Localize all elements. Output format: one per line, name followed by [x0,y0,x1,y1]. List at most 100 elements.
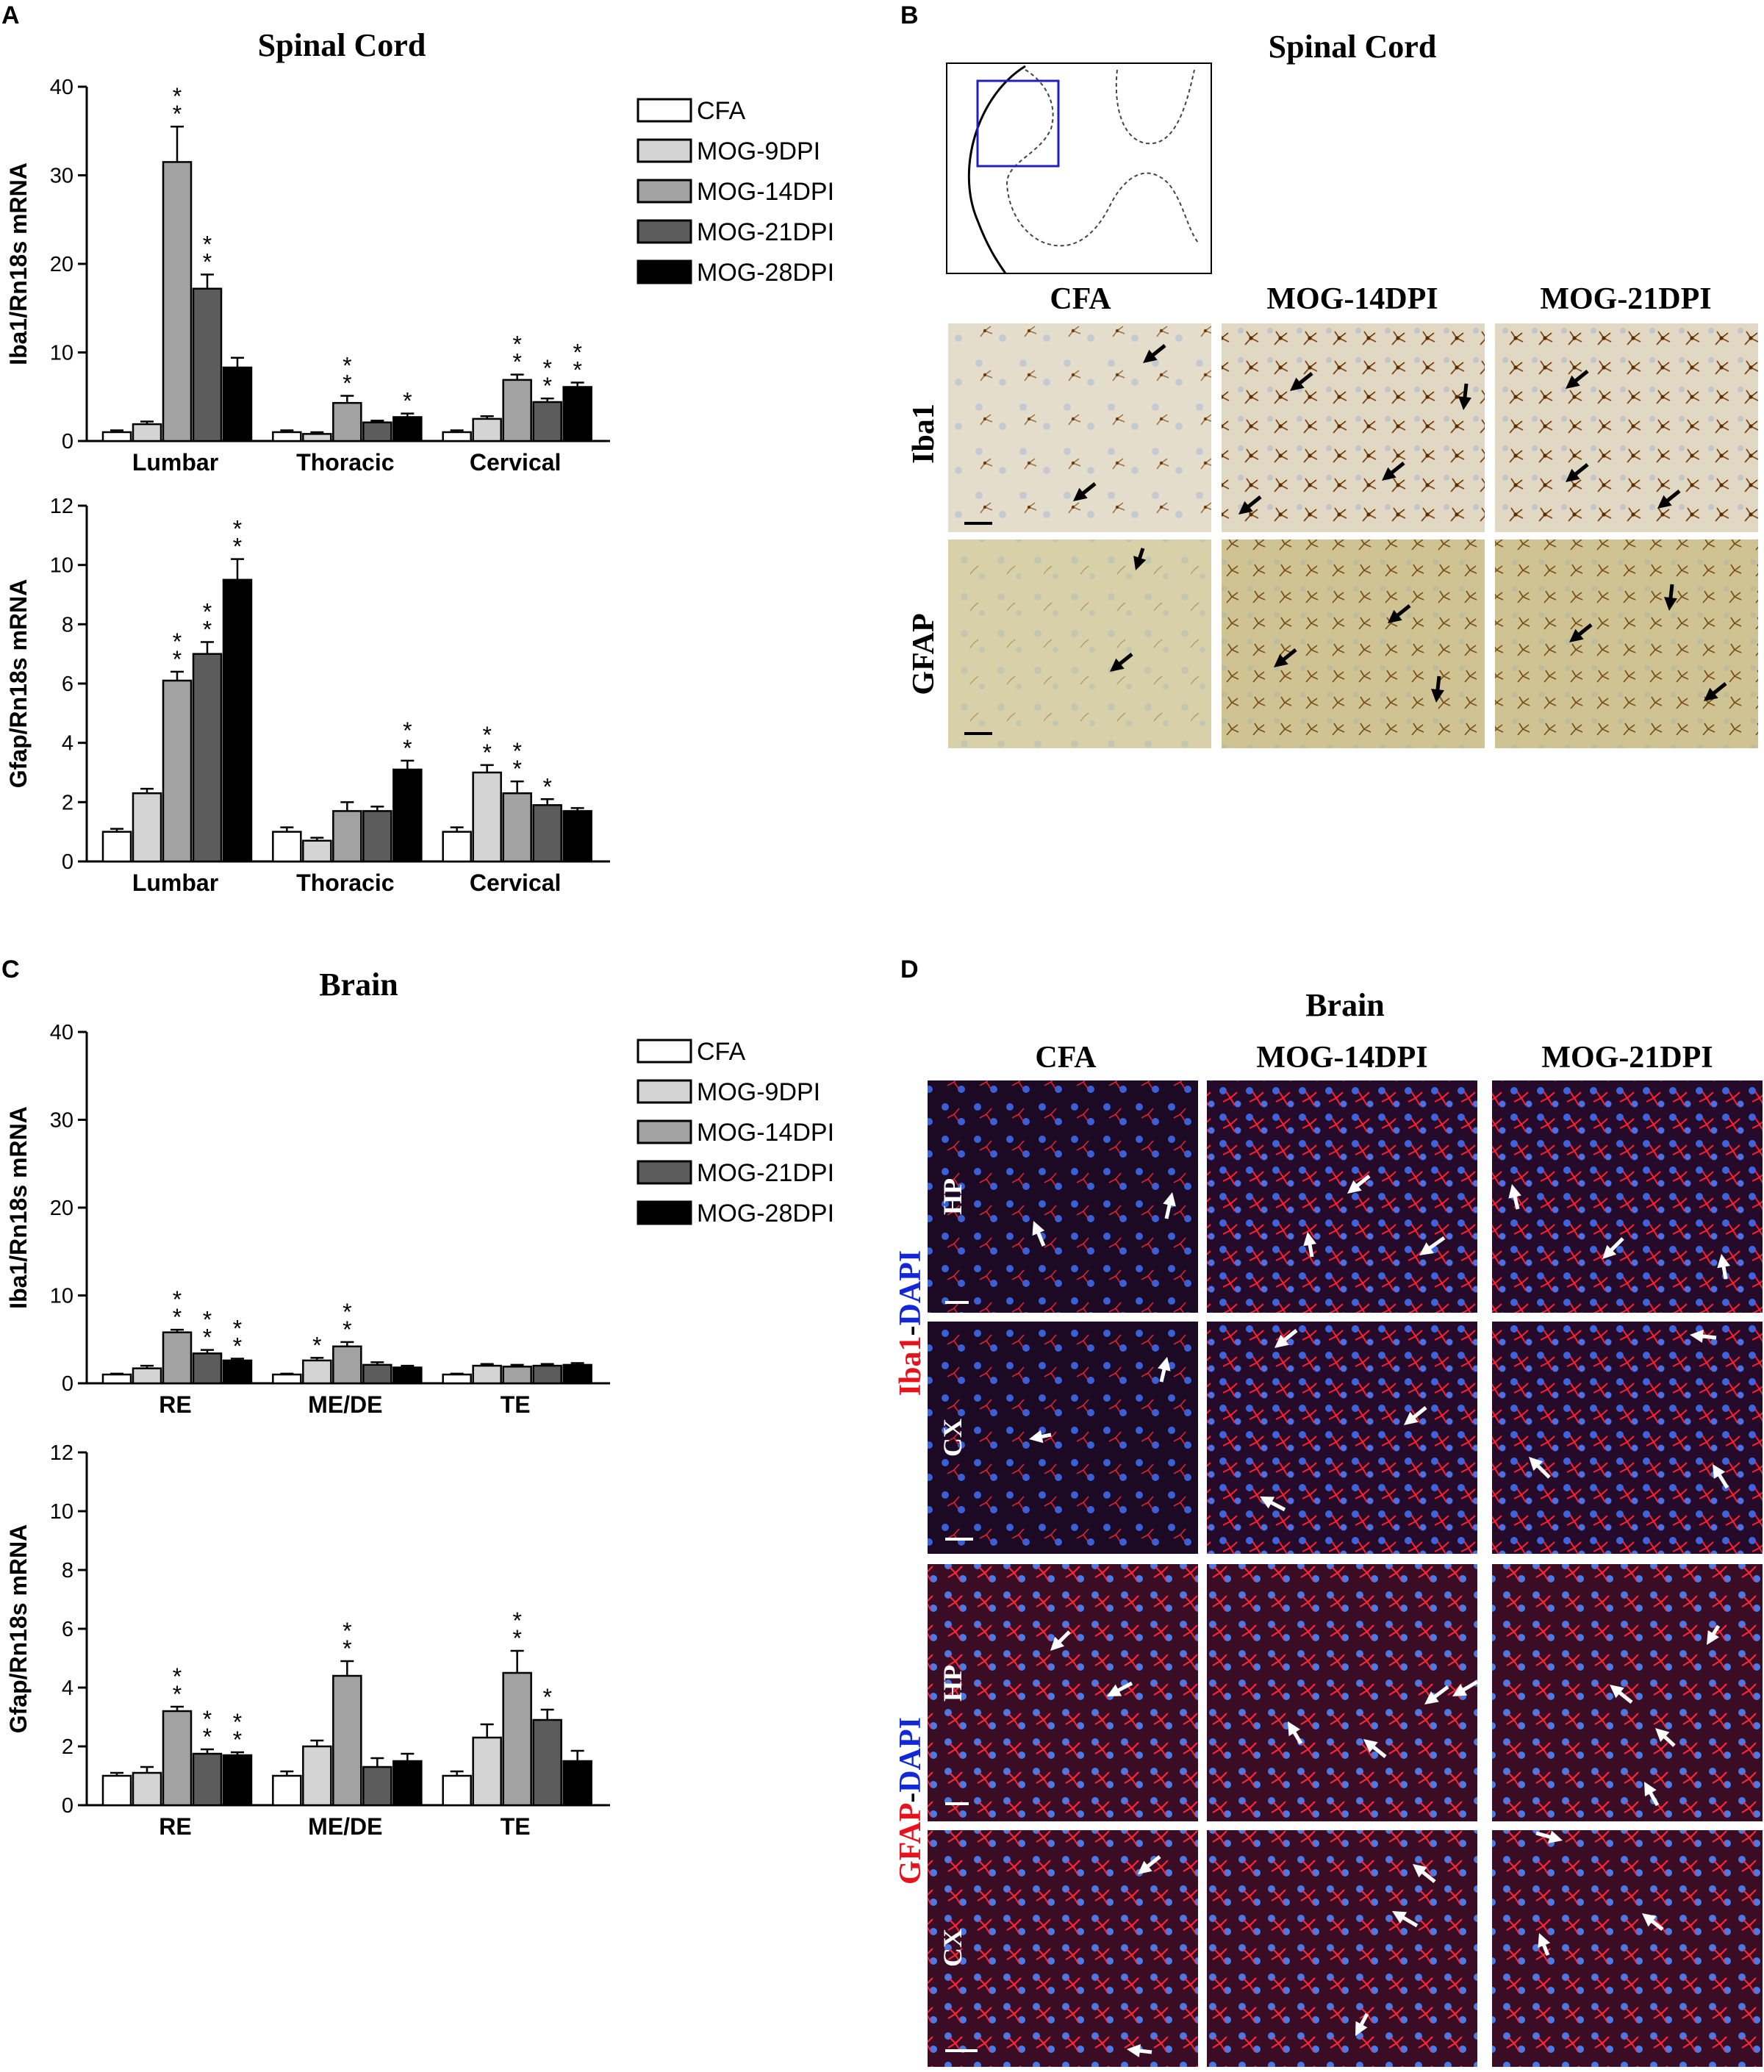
ihc-iba1-mog21-image [1495,323,1758,532]
y-tick-label: 0 [62,1372,74,1396]
legend-swatch [637,1039,692,1064]
significance-mark: * [173,83,182,110]
arrowhead [1158,1357,1171,1372]
x-tick-label: Lumbar [132,870,218,896]
if-iba1-hp-cfa-image [928,1080,1198,1313]
legend-swatch [637,1079,692,1104]
if-col-label-mog21: MOG-21DPI [1541,1041,1713,1075]
ihc-arrows [1073,344,1727,703]
bar [532,401,562,442]
bar [272,831,302,863]
bar [472,1364,502,1385]
arrowhead [1717,1254,1730,1269]
legend-swatch [637,1160,692,1185]
arrowhead [1707,1630,1720,1645]
bar [132,1771,162,1807]
if-image-grid [928,1080,1763,2067]
significance-mark: * [173,1286,182,1313]
y-tick-label: 4 [62,1677,74,1700]
x-tick-label: ME/DE [308,1813,382,1840]
significance-mark: * [173,646,182,673]
arrowhead [1538,1933,1551,1949]
arrowhead [1431,689,1444,703]
if-region-label-cx: CX [938,1419,967,1457]
bar [272,431,302,442]
y-tick-label: 40 [50,76,74,99]
ihc-gfap-mog14-image [1222,539,1485,748]
if-gfap-cx-mog21-image [1492,1830,1763,2067]
bar [442,431,472,442]
arrowhead [1644,1782,1657,1797]
legend-label: MOG-28DPI [697,1200,834,1227]
arrowhead [1288,1721,1300,1737]
bar [332,810,362,863]
y-tick-label: 10 [50,1500,74,1524]
arrowhead [1260,1496,1275,1509]
arrowhead [1655,1728,1670,1742]
y-tick-label: 2 [62,791,74,814]
ihc-iba1-mog14-image [1222,323,1485,532]
arrowhead [1073,487,1088,501]
panel-d-title: Brain [1305,987,1385,1023]
panel-letter-a: A [1,1,20,29]
bar [532,804,562,863]
ihc-col-label-cfa: CFA [1050,282,1111,316]
significance-mark: * [343,1618,351,1644]
arrowhead [1274,653,1288,667]
y-tick-label: 2 [62,1735,74,1759]
bar [222,578,253,863]
bar [132,792,162,863]
legend-label: MOG-14DPI [697,178,834,206]
ihc-gfap-cfa-image [948,539,1211,748]
arrowhead [1690,1330,1704,1343]
bar [392,1760,423,1807]
if-iba1-cx-mog14-image [1207,1322,1477,1554]
bar [392,768,423,863]
significance-mark: * [173,1681,182,1707]
y-tick-label: 10 [50,554,74,578]
bar [502,379,532,442]
if-region-label-hp: HP [938,1665,967,1702]
arrowhead [1713,1464,1726,1480]
ihc-row-label-gfap: GFAP [907,613,941,695]
legend-swatch [637,98,692,123]
bar [332,401,362,442]
significance-mark: * [343,353,351,379]
y-tick-label: 20 [50,253,74,276]
arrowhead [1050,1636,1065,1651]
significance-mark: * [343,1299,351,1325]
significance-mark: * [233,1709,242,1735]
significance-mark: * [233,534,242,560]
significance-mark: * [512,756,521,782]
significance-mark: * [173,101,182,127]
legend-label: MOG-14DPI [697,1119,834,1147]
y-tick-label: 0 [62,850,74,874]
significance-mark: * [512,1625,521,1652]
y-tick-label: 10 [50,342,74,365]
y-tick-label: 12 [50,1441,74,1465]
arrowhead [1127,2044,1141,2058]
bar [302,433,332,442]
bar [302,839,332,863]
y-tick-label: 4 [62,732,74,756]
bar [472,1736,502,1807]
if-gfap-cx-cfa-image [928,1830,1198,2067]
y-tick-label: 0 [62,430,74,454]
if-stain-label-gfap: GFAP-DAPI [894,1717,928,1885]
arrowhead [1163,1192,1176,1207]
panel-letter-d: D [900,956,919,983]
arrowhead [1363,1739,1378,1753]
y-tick-label: 6 [62,1618,74,1641]
y-axis-label: Gfap/Rn18s mRNA [5,1524,32,1734]
bar [192,1752,223,1807]
bar [502,1671,532,1807]
arrowhead [1566,468,1580,482]
bar [562,810,592,863]
bar [302,1359,332,1385]
x-tick-label: RE [159,1391,191,1418]
y-tick-label: 12 [50,495,74,518]
arrowhead [1290,377,1305,391]
arrowhead [1355,2021,1368,2036]
significance-mark: * [482,739,491,766]
